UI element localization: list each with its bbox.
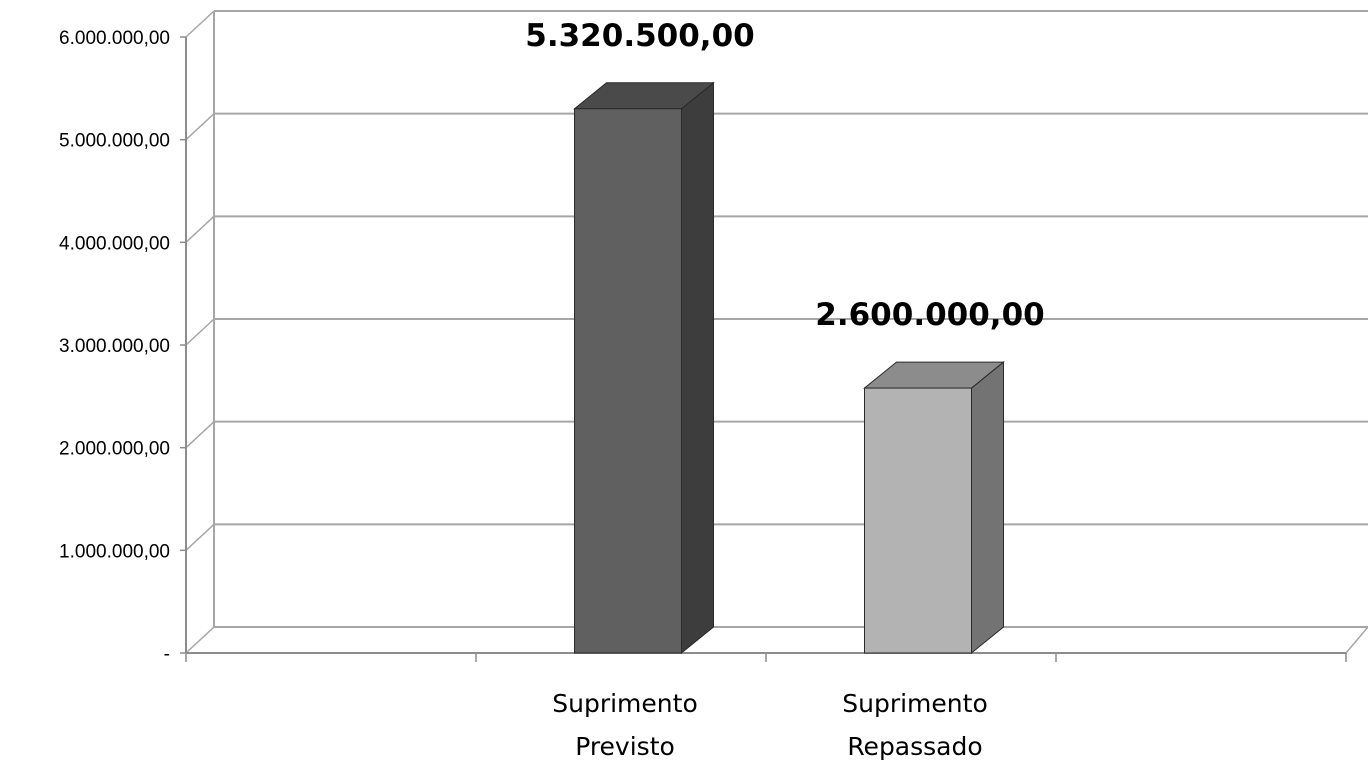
y-tick-label: 6.000.000,00 bbox=[59, 28, 170, 49]
side-wall-gridline bbox=[185, 421, 215, 449]
side-wall-gridline bbox=[185, 318, 215, 346]
bars bbox=[573, 81, 1005, 655]
data-label-2: 2.600.000,00 bbox=[815, 297, 1044, 333]
category-label-2-line-1: Suprimento bbox=[842, 689, 987, 718]
y-tick-label: 1.000.000,00 bbox=[59, 541, 170, 562]
gridlines bbox=[185, 10, 1368, 654]
category-label-2-line-2: Repassado bbox=[847, 732, 982, 761]
category-label-1-line-2: Previsto bbox=[575, 732, 675, 761]
floor-right-edge bbox=[1345, 626, 1368, 654]
data-label-1: 5.320.500,00 bbox=[525, 18, 754, 54]
bar-2 bbox=[864, 387, 972, 654]
bar-side-1 bbox=[681, 81, 714, 655]
bar-1 bbox=[574, 108, 682, 654]
category-label-1-line-1: Suprimento bbox=[552, 689, 697, 718]
side-wall-gridline bbox=[185, 523, 215, 551]
y-tick-label: 5.000.000,00 bbox=[59, 131, 170, 152]
y-tick-label: 4.000.000,00 bbox=[59, 233, 170, 254]
side-wall-gridline bbox=[185, 215, 215, 243]
y-tick-label: 3.000.000,00 bbox=[59, 336, 170, 357]
bar-side-2 bbox=[971, 361, 1004, 655]
side-wall-gridline bbox=[185, 113, 215, 141]
side-wall-gridline bbox=[185, 10, 215, 38]
axes bbox=[180, 36, 1347, 662]
y-tick-label: 2.000.000,00 bbox=[59, 439, 170, 460]
side-wall-gridline bbox=[185, 626, 215, 654]
y-tick-label: - bbox=[164, 644, 170, 665]
labels: - 1.000.000,00 2.000.000,00 3.000.000,00 4.0… bbox=[59, 18, 1045, 761]
